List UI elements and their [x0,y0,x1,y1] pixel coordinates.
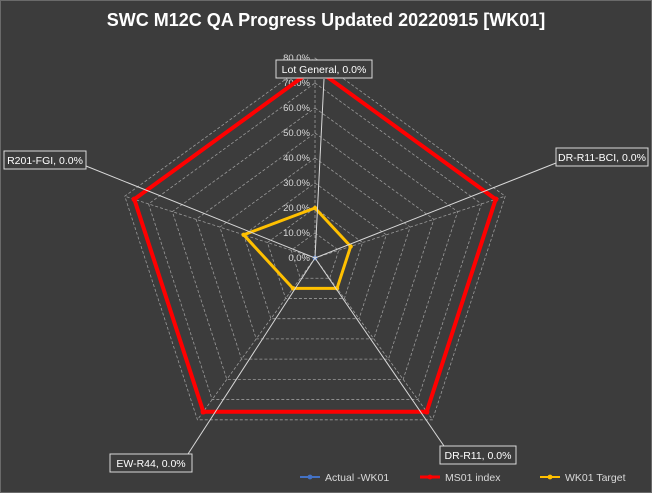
series-point [131,196,138,203]
data-label: EW-R44, 0.0% [116,458,185,470]
data-label: Lot General, 0.0% [282,64,367,76]
grid-ring [290,232,340,279]
tick-label: 80.0% [283,53,310,64]
data-callouts: Lot General, 0.0% DR-R11-BCI, 0.0% DR-R11,… [3,59,649,473]
grid-spoke [314,195,506,259]
grid-spoke [124,195,316,259]
grid-ring [243,182,387,320]
series-point [348,244,353,249]
callout-box [3,150,87,170]
callout-leader [187,257,316,455]
legend-label: Actual -WK01 [325,472,389,484]
series-point [334,286,340,291]
grid-ring [195,132,435,360]
callout-box [109,453,193,473]
callout-leader [314,78,325,259]
callout-leader [314,162,557,259]
grid-ring [219,157,411,340]
callout-leader [85,165,316,259]
legend-marker [547,474,553,480]
legend: Actual -WK01 MS01 index WK01 Target [300,472,626,484]
series-point [241,232,246,238]
legend-marker [307,474,313,480]
tick-label: 50.0% [283,128,310,139]
legend-label: WK01 Target [565,472,626,484]
grid-ring [124,57,506,421]
series-point [200,408,207,415]
grid-ring [266,207,364,299]
legend-marker [427,474,433,480]
data-label: DR-R11-BCI, 0.0% [558,152,646,164]
callout-leader [314,257,445,447]
chart-title: SWC M12C QA Progress Updated 20220915 [W… [106,10,546,30]
legend-label: MS01 index [445,472,501,484]
callout-box [439,445,517,465]
series-line [242,206,353,290]
radial-tick-labels: 0.0%10.0%20.0%30.0%40.0%50.0%60.0%70.0%8… [283,53,310,264]
grid-spoke [197,257,316,421]
data-label: DR-R11, 0.0% [445,450,512,462]
grid-spoke [314,257,433,421]
tick-label: 20.0% [283,203,310,214]
tick-label: 60.0% [283,103,310,114]
tick-label: 40.0% [283,153,310,164]
tick-label: 0.0% [288,253,310,264]
tick-label: 10.0% [283,228,310,239]
series-point [423,408,430,415]
grid-ring [171,107,459,380]
tick-label: 30.0% [283,178,310,189]
callout-box [555,147,649,167]
series-point [312,205,318,211]
series-line [132,66,498,414]
data-label: R201-FGI, 0.0% [7,155,83,167]
grid-ring [148,82,482,400]
radar-grid [124,57,506,421]
series-point [492,196,499,203]
callout-box [275,59,373,79]
